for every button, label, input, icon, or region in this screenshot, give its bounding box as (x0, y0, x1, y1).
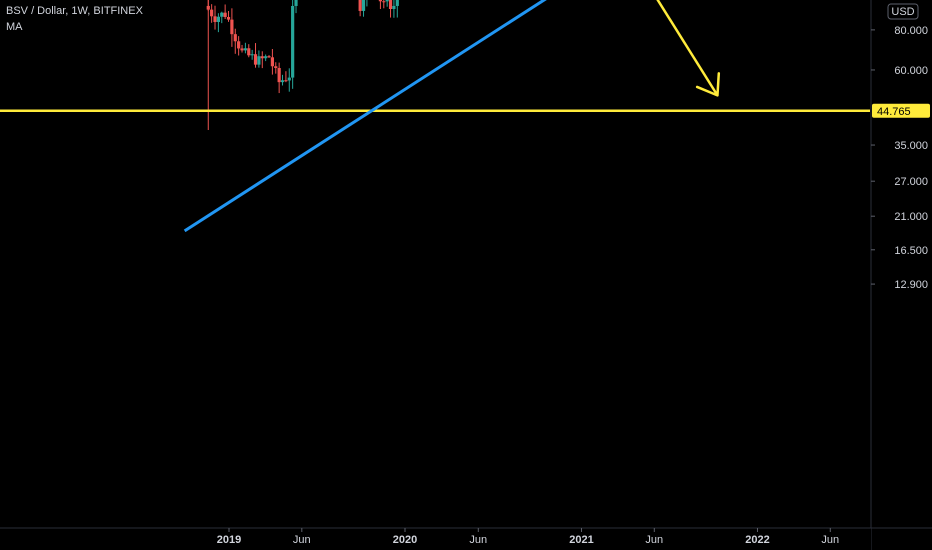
price-tick-label: 60.000 (894, 65, 928, 77)
candle-body (395, 0, 399, 6)
candle-body (220, 12, 224, 17)
currency-badge[interactable] (887, 3, 919, 20)
candle-body (361, 0, 366, 11)
candle-body (243, 48, 247, 51)
candle-body (287, 77, 291, 81)
arrow-head[interactable] (695, 72, 721, 97)
time-tick-label: 2020 (393, 534, 417, 546)
arrow-shaft[interactable] (613, 0, 719, 97)
price-tick-label: 35.000 (894, 140, 928, 152)
candle-body (291, 5, 295, 78)
time-axis-bg (0, 528, 871, 550)
price-axis-bg (871, 0, 932, 550)
currency-label[interactable]: USD (891, 6, 914, 18)
candle-body (247, 48, 251, 56)
candle-body (294, 0, 298, 6)
time-axis[interactable]: 2019 Jun 2020 Jun 2021 Jun 2022 Jun (0, 527, 932, 550)
candle-body (250, 54, 254, 56)
candle-body (382, 1, 386, 3)
candle-body (385, 0, 389, 2)
price-tick-label: 16.500 (894, 245, 928, 257)
candle-body (240, 48, 244, 51)
candle-body (253, 54, 258, 65)
candle-body (388, 0, 393, 10)
candle-body (277, 68, 281, 83)
drawing-overlays (0, 0, 870, 233)
candle-body (216, 16, 220, 22)
candle-body (223, 12, 227, 17)
candle-body (267, 56, 271, 58)
time-tick-label: Jun (645, 534, 663, 546)
candlestick-series (206, 0, 399, 130)
level-price-label: 44.765 (877, 106, 911, 118)
time-tick-label: 2021 (569, 534, 593, 546)
candle-body (213, 16, 217, 22)
time-tick-label: Jun (469, 534, 487, 546)
time-tick-label: Jun (821, 534, 839, 546)
time-tick-label: 2019 (217, 534, 241, 546)
candle-body (284, 80, 288, 82)
candle-body (264, 56, 268, 59)
trendline[interactable] (183, 0, 860, 233)
candle-body (210, 9, 214, 17)
candle-body (230, 19, 234, 35)
price-tick-label: 21.000 (894, 211, 928, 223)
candle-body (237, 41, 241, 49)
level-price-badge[interactable] (872, 103, 930, 118)
time-tick-label: 2022 (745, 534, 769, 546)
price-axis[interactable]: USD 80.000 60.000 35.000 27.000 21.000 16.500 1… (870, 0, 932, 550)
candle-body (260, 56, 264, 59)
price-tick-label: 80.000 (894, 25, 928, 37)
candle-body (274, 66, 278, 69)
candle-body (280, 80, 285, 83)
price-tick-label: 12.900 (894, 279, 928, 291)
time-tick-label: Jun (293, 534, 311, 546)
candle-body (226, 16, 231, 20)
candle-body (378, 0, 383, 2)
candle-body (233, 34, 237, 42)
candle-body (392, 5, 396, 10)
indicator-label[interactable]: MA (6, 21, 23, 33)
candle-body (257, 56, 261, 65)
candle-body (270, 57, 274, 67)
price-tick-label: 27.000 (894, 176, 928, 188)
symbol-title: BSV / Dollar, 1W, BITFINEX (6, 5, 143, 17)
candle-body (358, 0, 362, 11)
